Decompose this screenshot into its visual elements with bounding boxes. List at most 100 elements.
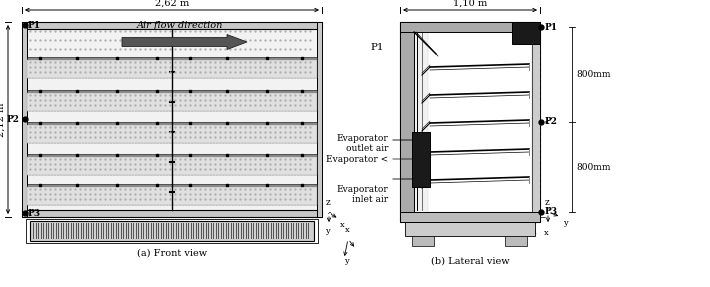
Bar — [88, 223, 89, 239]
Bar — [141, 223, 142, 239]
Bar — [98, 223, 99, 239]
Bar — [101, 223, 102, 239]
Text: z: z — [545, 198, 550, 207]
Text: z: z — [326, 198, 331, 207]
Bar — [512, 22, 540, 44]
Bar — [90, 223, 92, 239]
Bar — [27, 122, 317, 125]
Bar — [288, 223, 289, 239]
Bar — [223, 223, 224, 239]
Text: 1,10 m: 1,10 m — [453, 0, 487, 8]
Text: 2,62 m: 2,62 m — [155, 0, 189, 8]
Text: (a) Front view: (a) Front view — [137, 249, 207, 258]
Bar — [532, 22, 540, 222]
FancyArrow shape — [122, 34, 247, 49]
Bar — [133, 223, 134, 239]
Bar — [263, 223, 264, 239]
Bar — [148, 223, 149, 239]
Text: Evaporator <: Evaporator < — [326, 154, 388, 164]
Bar — [203, 223, 204, 239]
Text: 800mm: 800mm — [576, 162, 611, 172]
Bar — [40, 223, 42, 239]
Bar — [85, 223, 87, 239]
Bar — [146, 223, 147, 239]
Bar — [45, 223, 47, 239]
Bar — [78, 223, 80, 239]
Bar — [298, 223, 299, 239]
Bar — [188, 223, 189, 239]
Bar — [113, 223, 114, 239]
Bar — [53, 223, 54, 239]
Bar — [118, 223, 119, 239]
Bar — [27, 125, 317, 143]
Bar — [218, 223, 219, 239]
Bar — [26, 219, 318, 243]
Bar — [27, 60, 317, 78]
Bar — [183, 223, 184, 239]
Bar — [175, 223, 177, 239]
Bar — [158, 223, 159, 239]
Bar — [248, 223, 249, 239]
Bar — [273, 223, 274, 239]
Bar — [168, 223, 169, 239]
Text: (b) Lateral view: (b) Lateral view — [431, 257, 509, 266]
Bar — [143, 223, 144, 239]
Bar — [173, 223, 174, 239]
Text: Evaporator
inlet air: Evaporator inlet air — [337, 185, 388, 204]
Bar — [290, 223, 292, 239]
Bar — [258, 223, 259, 239]
Bar — [155, 223, 157, 239]
Bar — [233, 223, 234, 239]
Bar — [22, 22, 27, 217]
Bar — [317, 22, 322, 217]
Bar — [128, 223, 129, 239]
Text: y: y — [563, 219, 568, 227]
Bar — [208, 223, 209, 239]
Bar — [308, 223, 309, 239]
Bar — [55, 223, 57, 239]
Bar — [108, 223, 109, 239]
Text: P1: P1 — [28, 20, 41, 30]
Bar — [165, 223, 167, 239]
Bar — [303, 223, 304, 239]
Bar — [180, 223, 182, 239]
Bar — [73, 223, 75, 239]
Text: ^: ^ — [545, 209, 551, 214]
Text: P2: P2 — [545, 117, 558, 127]
Bar — [136, 223, 137, 239]
Bar — [216, 223, 217, 239]
Bar — [278, 223, 279, 239]
Text: P1: P1 — [545, 22, 558, 32]
Bar — [27, 154, 317, 157]
Text: P1: P1 — [370, 42, 383, 51]
Bar — [195, 223, 197, 239]
Bar — [151, 223, 152, 239]
Text: Air flow direction: Air flow direction — [136, 21, 223, 30]
Bar — [68, 223, 69, 239]
Bar — [38, 223, 39, 239]
Bar — [193, 223, 195, 239]
Text: y: y — [324, 227, 329, 235]
Bar — [253, 223, 254, 239]
Bar — [178, 223, 179, 239]
Bar — [400, 212, 540, 222]
Bar — [27, 187, 317, 205]
Bar — [170, 223, 172, 239]
Bar — [63, 223, 64, 239]
Bar — [185, 223, 187, 239]
Bar — [205, 223, 207, 239]
Bar — [75, 223, 77, 239]
Text: x: x — [345, 226, 350, 234]
Bar — [27, 90, 317, 93]
Text: 150mm: 150mm — [503, 227, 537, 236]
Bar — [138, 223, 139, 239]
Text: Evaporator
outlet air: Evaporator outlet air — [337, 134, 388, 153]
Bar — [412, 132, 430, 187]
Bar — [210, 223, 212, 239]
Bar — [412, 236, 434, 246]
Bar — [266, 223, 267, 239]
Bar — [275, 223, 277, 239]
Bar — [300, 223, 302, 239]
Bar — [228, 223, 229, 239]
Bar — [96, 223, 97, 239]
